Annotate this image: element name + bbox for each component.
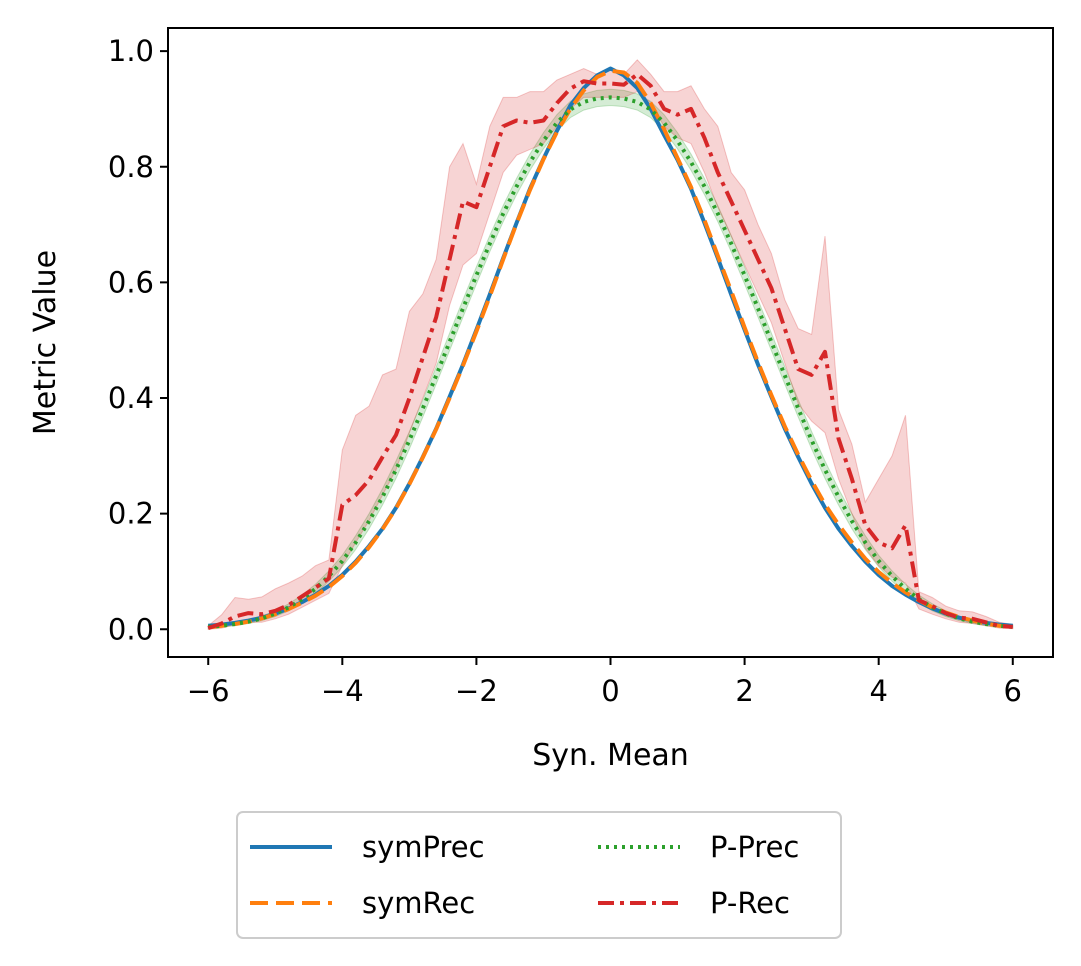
- confidence-bands: [207, 59, 1014, 630]
- y-tick-label: 0.6: [108, 265, 154, 299]
- x-axis-label: Syn. Mean: [532, 738, 689, 773]
- series-lines: [207, 66, 1013, 630]
- y-tick-label: 0.0: [108, 612, 154, 646]
- p-rec-line: [207, 72, 1013, 630]
- symrec-legend-label: symRec: [362, 886, 475, 920]
- y-tick-label: 0.2: [108, 497, 154, 531]
- y-axis-label: Metric Value: [28, 250, 63, 435]
- legend-box: [236, 811, 842, 939]
- p-prec-legend-label: P-Prec: [710, 830, 799, 864]
- p-prec-line: [208, 95, 1013, 629]
- plot-area-frame: [167, 27, 1054, 658]
- x-tick-label: −2: [455, 674, 498, 708]
- x-tick-label: 4: [869, 674, 887, 708]
- x-tick-label: −6: [187, 674, 230, 708]
- x-tick-label: 0: [601, 674, 619, 708]
- p-rec-band: [207, 59, 1014, 630]
- y-axis-ticks: 0.0 0.2 0.4 0.6 0.8 1.0: [108, 34, 168, 646]
- legend: symPrec symRec P-Prec P-Rec: [236, 811, 842, 939]
- y-tick-label: 0.8: [108, 150, 154, 184]
- y-tick-label: 0.4: [108, 381, 154, 415]
- symrec-line: [207, 68, 1013, 630]
- p-rec-legend-label: P-Rec: [710, 886, 790, 920]
- p-prec-band: [207, 88, 1014, 629]
- x-tick-label: 2: [735, 674, 753, 708]
- x-axis-ticks: −6 −4 −2 0 2 4 6: [187, 657, 1022, 708]
- x-tick-label: −4: [321, 674, 364, 708]
- symprec-legend-label: symPrec: [362, 830, 485, 864]
- y-tick-label: 1.0: [108, 34, 154, 68]
- x-tick-label: 6: [1004, 674, 1022, 708]
